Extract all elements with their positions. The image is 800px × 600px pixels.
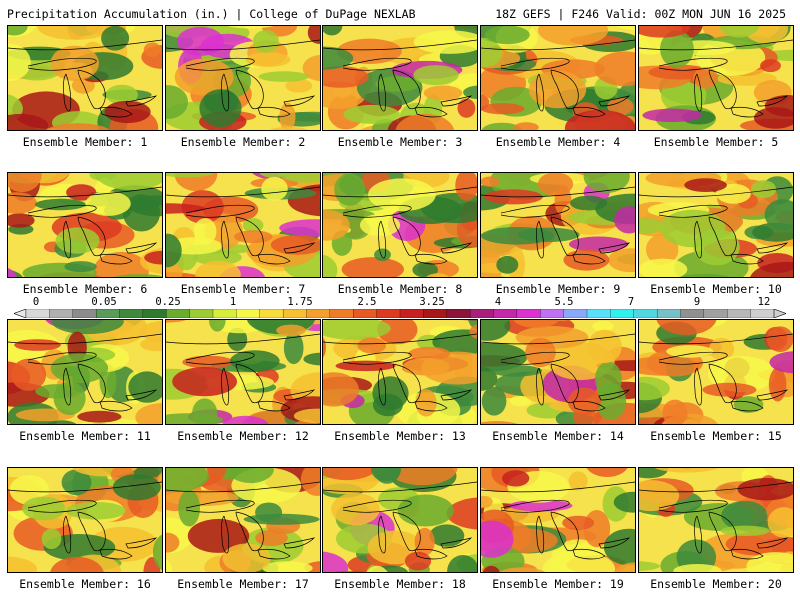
ensemble-member-label: Ensemble Member: 14 [492,429,624,443]
ensemble-map-panel [322,25,478,131]
precipitation-map [639,320,793,424]
precipitation-map [323,468,477,572]
ensemble-member-label: Ensemble Member: 18 [334,577,466,591]
precipitation-map [639,26,793,130]
ensemble-map-panel [322,319,478,425]
ensemble-map-panel [638,467,794,573]
ensemble-map-panel [480,172,636,278]
colorbar-tick: 1.75 [287,296,313,308]
ensemble-member-label: Ensemble Member: 1 [22,135,148,149]
ensemble-member-label: Ensemble Member: 15 [650,429,782,443]
ensemble-member-label: Ensemble Member: 3 [337,135,463,149]
ensemble-map-panel [322,467,478,573]
colorbar-tick: 3.25 [419,296,445,308]
ensemble-map-panel [165,172,321,278]
ensemble-member-label: Ensemble Member: 4 [495,135,621,149]
precipitation-map [639,468,793,572]
ensemble-member-label: Ensemble Member: 20 [650,577,782,591]
precipitation-map [323,173,477,277]
colorbar-tick: 0.25 [155,296,181,308]
precipitation-map [166,26,320,130]
model-run-info: 18Z GEFS | F246 Valid: 00Z MON JUN 16 20… [495,7,786,21]
precipitation-map [8,320,162,424]
colorbar-tick: 9 [693,296,701,308]
colorbar-tick: 0.05 [91,296,117,308]
ensemble-map-panel [480,25,636,131]
ensemble-member-label: Ensemble Member: 11 [19,429,151,443]
ensemble-map-panel [165,319,321,425]
ensemble-map-panel [638,25,794,131]
colorbar-tick: 1 [229,296,237,308]
ensemble-map-panel [322,172,478,278]
ensemble-map-panel [165,25,321,131]
colorbar-tick: 2.5 [357,296,377,308]
ensemble-map-panel [7,319,163,425]
precipitation-map [323,26,477,130]
precipitation-map [166,173,320,277]
ensemble-member-label: Ensemble Member: 13 [334,429,466,443]
ensemble-map-panel [480,467,636,573]
precipitation-map [166,468,320,572]
precipitation-map [639,173,793,277]
ensemble-map-panel [638,172,794,278]
precipitation-map [481,468,635,572]
ensemble-member-label: Ensemble Member: 16 [19,577,151,591]
colorbar-tick: 7 [627,296,635,308]
ensemble-member-label: Ensemble Member: 6 [22,282,148,296]
ensemble-member-label: Ensemble Member: 8 [337,282,463,296]
ensemble-member-label: Ensemble Member: 5 [653,135,779,149]
ensemble-map-panel [165,467,321,573]
ensemble-member-label: Ensemble Member: 9 [495,282,621,296]
precipitation-colorbar [14,309,786,318]
precipitation-map [8,173,162,277]
precipitation-map [323,320,477,424]
ensemble-member-label: Ensemble Member: 10 [650,282,782,296]
precipitation-map [481,320,635,424]
colorbar-tick: 4 [494,296,502,308]
precipitation-map [481,173,635,277]
precipitation-map [8,26,162,130]
precipitation-map [166,320,320,424]
precipitation-map [481,26,635,130]
precipitation-map [8,468,162,572]
ensemble-map-panel [638,319,794,425]
colorbar-tick: 12 [757,296,771,308]
ensemble-map-panel [7,25,163,131]
ensemble-member-label: Ensemble Member: 7 [180,282,306,296]
ensemble-map-panel [7,467,163,573]
ensemble-member-label: Ensemble Member: 2 [180,135,306,149]
colorbar-tick: 5.5 [554,296,574,308]
map-title: Precipitation Accumulation (in.) | Colle… [7,7,416,21]
ensemble-member-label: Ensemble Member: 17 [177,577,309,591]
ensemble-member-label: Ensemble Member: 12 [177,429,309,443]
ensemble-map-panel [480,319,636,425]
ensemble-member-label: Ensemble Member: 19 [492,577,624,591]
ensemble-map-panel [7,172,163,278]
colorbar-tick: 0 [32,296,40,308]
